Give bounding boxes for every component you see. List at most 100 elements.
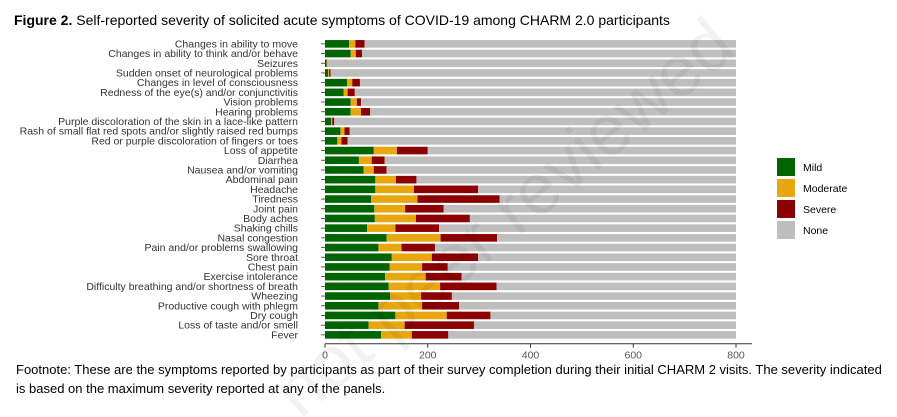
bar-segment-none <box>447 263 736 271</box>
bar-segment-moderate <box>368 321 405 329</box>
bar-segment-moderate <box>350 98 357 106</box>
bar-segment-mild <box>325 263 390 271</box>
bar-segment-moderate <box>389 263 423 271</box>
bar-segment-mild <box>325 117 332 126</box>
x-tick-label: 600 <box>624 350 642 360</box>
bar-segment-severe <box>371 156 385 165</box>
bar-segment-moderate <box>385 272 426 281</box>
legend-label-mild: Mild <box>803 162 822 174</box>
bar-segment-severe <box>347 88 355 97</box>
bar-segment-moderate <box>331 117 333 126</box>
category-label: Changes in ability to think and/or behav… <box>108 48 298 60</box>
figure-caption: Self-reported severity of solicited acut… <box>72 12 670 28</box>
bar-segment-none <box>361 49 736 58</box>
bar-segment-none <box>364 40 736 48</box>
bar-segment-mild <box>325 195 372 203</box>
category-label: Productive cough with phlegm <box>158 300 298 312</box>
bar-segment-mild <box>325 214 375 223</box>
figure-number: Figure 2. <box>14 12 73 28</box>
bar-segment-none <box>434 243 736 252</box>
category-label: Nausea and/or vomiting <box>187 164 298 176</box>
bar-segment-mild <box>325 88 344 97</box>
bar-segment-moderate <box>395 311 447 320</box>
legend: Mild Moderate Severe None <box>777 158 848 239</box>
bar-segment-moderate <box>363 166 374 174</box>
category-label: Diarrhea <box>258 155 298 167</box>
legend-label-severe: Severe <box>803 204 836 216</box>
bar-segment-none <box>334 117 736 126</box>
bar-segment-mild <box>325 166 364 174</box>
bar-segment-moderate <box>378 301 423 310</box>
bar-segment-severe <box>421 292 452 300</box>
bar-segment-none <box>427 146 736 155</box>
bar-segment-mild <box>325 282 389 291</box>
bar-segment-moderate <box>391 253 432 262</box>
bar-segment-moderate <box>386 234 441 242</box>
bar-segment-moderate <box>371 195 418 203</box>
bar-segment-mild <box>325 59 327 68</box>
bar-layer <box>325 40 736 339</box>
category-label: Joint pain <box>253 203 298 215</box>
bar-segment-severe <box>415 214 470 223</box>
category-label: Body aches <box>243 213 298 225</box>
bar-segment-mild <box>325 69 329 77</box>
category-label: Loss of appetite <box>224 145 298 157</box>
bar-segment-mild <box>325 243 379 252</box>
category-label: Vision problems <box>223 97 298 109</box>
bar-segment-none <box>330 69 736 77</box>
bar-segment-none <box>360 98 736 106</box>
bar-segment-none <box>459 301 736 310</box>
bar-segment-mild <box>325 107 351 116</box>
category-label: Loss of taste and/or smell <box>178 320 298 332</box>
category-label: Tiredness <box>252 194 298 206</box>
bar-segment-severe <box>422 263 448 271</box>
x-tick-label: 400 <box>522 350 540 360</box>
bar-segment-severe <box>417 195 500 203</box>
bar-segment-severe <box>431 253 479 262</box>
bar-segment-none <box>496 282 736 291</box>
bar-segment-none <box>386 166 736 174</box>
category-label: Shaking chills <box>234 223 298 235</box>
bar-segment-moderate <box>390 292 422 300</box>
bar-segment-moderate <box>380 331 412 339</box>
bar-segment-moderate <box>367 224 396 232</box>
bar-segment-severe <box>401 243 435 252</box>
bar-segment-moderate <box>358 156 372 165</box>
bar-segment-severe <box>373 166 387 174</box>
bar-segment-mild <box>325 98 351 106</box>
bar-segment-mild <box>325 331 381 339</box>
bar-segment-mild <box>325 272 386 281</box>
bar-segment-none <box>451 292 736 300</box>
bar-segment-severe <box>422 301 460 310</box>
footnote: Footnote: These are the symptoms reporte… <box>16 362 882 396</box>
bar-segment-severe <box>411 331 449 339</box>
bar-segment-severe <box>341 137 348 145</box>
bar-segment-mild <box>325 311 396 320</box>
category-label: Red or purple discoloration of fingers o… <box>91 135 298 147</box>
bar-segment-severe <box>329 69 331 77</box>
bar-segment-moderate <box>328 69 330 77</box>
bar-segment-none <box>416 175 736 184</box>
legend-label-moderate: Moderate <box>803 183 848 195</box>
category-label: Hearing problems <box>215 106 298 118</box>
bar-segment-severe <box>355 49 362 58</box>
bar-segment-severe <box>355 40 365 48</box>
bar-segment-moderate <box>326 59 328 68</box>
bar-segment-none <box>461 272 736 281</box>
bar-segment-moderate <box>388 282 441 291</box>
bar-segment-severe <box>413 185 479 194</box>
bar-segment-moderate <box>378 243 402 252</box>
bar-segment-none <box>448 331 736 339</box>
category-label: Purple discoloration of the skin in a la… <box>58 116 298 128</box>
bar-segment-moderate <box>337 137 342 145</box>
category-label: Seizures <box>257 58 298 70</box>
x-axis: 0 200 400 600 800 <box>322 343 752 360</box>
x-tick-label: 800 <box>727 350 745 360</box>
bar-segment-none <box>469 214 736 223</box>
bar-segment-mild <box>325 137 338 145</box>
bar-segment-moderate <box>375 175 396 184</box>
legend-swatch-severe <box>777 200 795 218</box>
x-tick-label: 0 <box>322 350 328 360</box>
category-label: Headache <box>250 184 298 196</box>
